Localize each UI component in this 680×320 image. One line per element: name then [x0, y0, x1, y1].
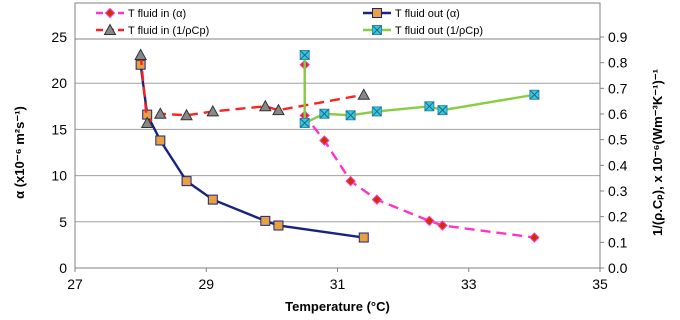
- data-point: [258, 99, 272, 112]
- series-4: [299, 49, 540, 128]
- x-tick-label: 31: [330, 276, 346, 292]
- series-line: [303, 64, 535, 239]
- legend-item: T fluid out (1/ρCp): [363, 25, 483, 37]
- data-point: [424, 215, 435, 227]
- data-point: [155, 135, 166, 146]
- y-axis-label: α (x10⁻⁶ m²s⁻¹): [12, 106, 27, 199]
- y2-tick-label: 0.9: [608, 29, 628, 45]
- data-point: [358, 232, 369, 243]
- x-tick-label: 35: [592, 276, 608, 292]
- legend-label: T fluid in (1/ρCp): [128, 25, 209, 37]
- series-3: [134, 48, 371, 128]
- series-line: [303, 54, 535, 125]
- y2-tick-label: 0.4: [608, 157, 628, 173]
- legend-box: [74, 2, 601, 40]
- data-point: [529, 232, 540, 243]
- data-point: [207, 194, 218, 205]
- data-point: [260, 215, 271, 226]
- data-point: [345, 110, 356, 121]
- data-point: [319, 108, 330, 119]
- y2-tick-label: 0.0: [608, 260, 628, 276]
- y-tick-label: 0: [59, 260, 67, 276]
- data-point: [529, 89, 540, 100]
- legend-label: T fluid in (α): [128, 8, 186, 20]
- series-layer: [134, 48, 540, 243]
- y-tick-label: 20: [51, 75, 67, 91]
- y2-tick-label: 0.5: [608, 132, 628, 148]
- x-tick-label: 29: [198, 276, 214, 292]
- legend-swatch-marker: [372, 25, 382, 35]
- data-point: [153, 107, 167, 119]
- x-axis-label: Temperature (°C): [285, 299, 390, 314]
- data-point: [180, 108, 193, 121]
- data-point: [371, 194, 383, 205]
- legend-swatch-marker: [104, 7, 116, 19]
- legend-swatch-marker: [372, 8, 382, 18]
- data-point: [437, 105, 448, 116]
- data-point: [437, 220, 448, 231]
- data-point: [272, 103, 285, 116]
- data-point: [299, 117, 310, 128]
- data-point: [299, 49, 310, 60]
- data-point: [134, 48, 147, 60]
- series-1: [299, 59, 540, 243]
- y2-tick-label: 0.3: [608, 183, 628, 199]
- data-point: [371, 106, 382, 117]
- data-point: [181, 176, 192, 187]
- axes: 0 5 10 15 20 25 0.0 0.1 0.2 0.3 0.4 0.5 0.6 0.7 0.8 0.9…: [51, 29, 627, 292]
- data-point: [319, 135, 330, 146]
- y2-tick-label: 0.1: [608, 234, 628, 250]
- data-point: [140, 116, 154, 128]
- data-point: [206, 104, 220, 117]
- data-point: [345, 175, 356, 187]
- legend-item: T fluid in (1/ρCp): [96, 23, 209, 37]
- y-tick-label: 5: [59, 214, 67, 230]
- series-line: [139, 64, 364, 239]
- data-point: [357, 88, 371, 100]
- x-tick-label: 27: [67, 276, 83, 292]
- x-tick-label: 33: [461, 276, 477, 292]
- series-line: [139, 54, 364, 126]
- y-tick-label: 15: [51, 121, 67, 137]
- legend-swatch-marker: [103, 23, 117, 35]
- legend: T fluid in (α) T fluid out (α) T fluid in …: [74, 2, 601, 40]
- y-tick-label: 25: [51, 29, 67, 45]
- y2-axis-label: 1/(ρ.Cₚ), x 10⁻⁶(Wm⁻³K⁻¹)⁻¹: [650, 69, 665, 236]
- y2-tick-label: 0.7: [608, 80, 628, 96]
- legend-item: T fluid out (α): [363, 8, 460, 20]
- y-tick-label: 10: [51, 168, 67, 184]
- legend-label: T fluid out (α): [395, 8, 460, 20]
- legend-item: T fluid in (α): [96, 7, 186, 20]
- series-2: [135, 59, 369, 243]
- y2-tick-label: 0.2: [608, 209, 628, 225]
- y2-tick-label: 0.6: [608, 106, 628, 122]
- y2-tick-label: 0.8: [608, 55, 628, 71]
- legend-label: T fluid out (1/ρCp): [395, 25, 483, 37]
- data-point: [424, 101, 435, 112]
- data-point: [273, 220, 284, 231]
